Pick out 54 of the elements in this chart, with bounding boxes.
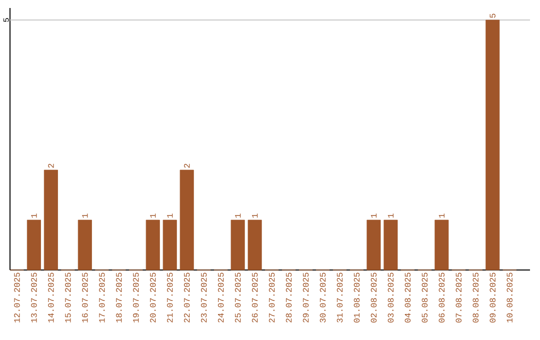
x-tick-label: 28.07.2025	[286, 272, 292, 322]
x-tick-label: 19.07.2025	[133, 272, 139, 322]
bar	[44, 170, 58, 270]
x-tick-label: 13.07.2025	[31, 272, 37, 322]
bar	[230, 220, 245, 270]
data-label: 1	[388, 214, 394, 218]
bar	[384, 220, 398, 270]
x-tick-label: 26.07.2025	[252, 272, 258, 322]
data-label: 1	[438, 214, 444, 218]
x-tick-label: 16.07.2025	[82, 272, 88, 322]
x-tick-label: 06.08.2025	[438, 272, 445, 322]
x-tick-label: 22.07.2025	[184, 272, 190, 322]
x-tick-label: 01.08.2025	[354, 272, 360, 322]
bar	[78, 220, 92, 270]
data-label: 1	[235, 214, 241, 218]
bar	[162, 220, 177, 270]
data-label: 1	[370, 214, 377, 218]
data-label: 2	[48, 164, 54, 168]
x-tick-label: 20.07.2025	[150, 272, 156, 322]
data-label: 1	[167, 214, 173, 218]
bar	[366, 220, 381, 270]
bar	[434, 220, 449, 270]
x-tick-label: 02.08.2025	[370, 272, 377, 322]
x-tick-label: 07.08.2025	[456, 272, 462, 322]
data-label: 1	[150, 214, 156, 218]
data-label: 1	[252, 214, 258, 218]
x-tick-label: 05.08.2025	[422, 272, 428, 322]
x-tick-label: 09.08.2025	[490, 272, 496, 322]
x-tick-label: 30.07.2025	[320, 272, 326, 322]
bar	[248, 220, 262, 270]
x-tick-label: 15.07.2025	[65, 272, 71, 322]
data-label: 5	[490, 14, 496, 18]
x-tick-label: 29.07.2025	[302, 272, 309, 322]
x-tick-label: 27.07.2025	[268, 272, 275, 322]
x-tick-label: 17.07.2025	[99, 272, 105, 322]
x-tick-label: 23.07.2025	[200, 272, 207, 322]
bar	[146, 220, 160, 270]
x-tick-label: 18.07.2025	[116, 272, 122, 322]
bar	[486, 20, 500, 270]
x-tick-label: 12.07.2025	[14, 272, 20, 322]
x-tick-label: 25.07.2025	[234, 272, 241, 322]
x-tick-label: 03.08.2025	[388, 272, 394, 322]
x-tick-label: 10.08.2025	[506, 272, 512, 322]
bar	[26, 220, 41, 270]
x-tick-label: 31.07.2025	[336, 272, 343, 322]
data-label: 1	[82, 214, 88, 218]
data-label: 1	[31, 214, 37, 218]
x-tick-label: 24.07.2025	[218, 272, 224, 322]
bar	[180, 170, 194, 270]
x-tick-label: 04.08.2025	[404, 272, 411, 322]
x-tick-label: 14.07.2025	[48, 272, 54, 322]
x-tick-label: 21.07.2025	[166, 272, 173, 322]
data-label: 2	[184, 164, 190, 168]
x-tick-label: 08.08.2025	[472, 272, 479, 322]
